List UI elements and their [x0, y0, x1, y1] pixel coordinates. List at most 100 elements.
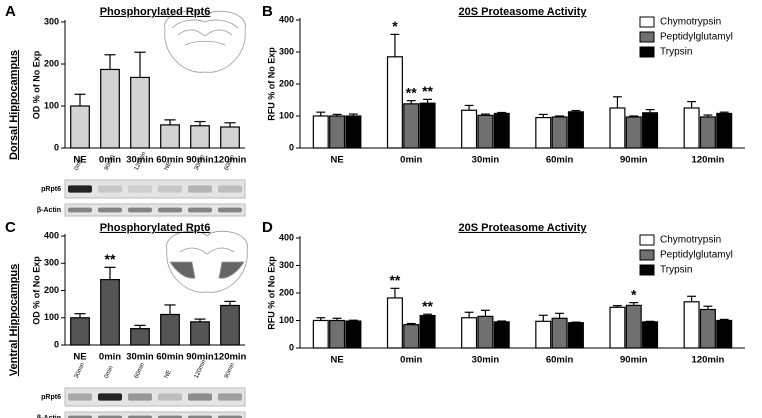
bar	[329, 319, 346, 349]
bar	[535, 320, 552, 349]
y-tick-label: 300	[44, 16, 59, 26]
bar	[220, 126, 240, 149]
y-tick-label: 100	[279, 110, 294, 120]
x-tick-label: 60min	[546, 355, 574, 366]
bar	[716, 112, 733, 149]
bar	[419, 102, 436, 149]
panel-letter: B	[262, 3, 273, 20]
blot-band	[188, 207, 212, 213]
blot-band	[128, 415, 152, 418]
x-tick-label: 60min	[156, 155, 184, 166]
blot-band	[158, 393, 182, 401]
y-axis-label: RFU % of No Exp	[266, 256, 276, 330]
lane-label: 0min	[74, 157, 85, 171]
bar	[312, 319, 329, 349]
bar	[403, 103, 420, 149]
blot-band	[218, 207, 242, 213]
blot-band	[128, 207, 152, 213]
bar	[625, 116, 642, 149]
bar	[461, 317, 478, 349]
blot-band	[158, 207, 182, 213]
legend-label: Chymotrypsin	[660, 17, 721, 28]
y-tick-label: 100	[44, 312, 59, 322]
bar	[220, 304, 240, 346]
legend-swatch	[639, 264, 655, 276]
bar	[567, 111, 584, 149]
bar	[345, 115, 362, 149]
blot-strip	[64, 387, 246, 407]
x-tick-label: 30min	[126, 352, 154, 363]
y-axis-label: RFU % of No Exp	[266, 47, 276, 121]
bar	[345, 320, 362, 349]
blot-band	[68, 415, 92, 418]
bar	[100, 68, 120, 149]
bar	[625, 304, 642, 349]
x-tick-label: 120min	[214, 352, 247, 363]
x-tick-label: 0min	[400, 155, 422, 166]
bar	[551, 317, 568, 349]
bar	[699, 116, 716, 149]
y-tick-label: 0	[54, 339, 59, 349]
legend-swatch	[639, 16, 655, 28]
blot-row-label: pRpt6	[41, 394, 61, 401]
bar	[535, 116, 552, 149]
bar	[160, 313, 180, 346]
brain-icon-ventral	[166, 230, 248, 293]
bar	[461, 109, 478, 149]
x-tick-label: 60min	[546, 155, 574, 166]
x-tick-label: 60min	[156, 352, 184, 363]
bar	[683, 107, 700, 149]
x-tick-label: 120min	[214, 155, 247, 166]
bar	[609, 107, 626, 149]
y-tick-label: 300	[44, 258, 59, 268]
bar	[70, 317, 90, 346]
legend-swatch	[639, 249, 655, 261]
x-tick-label: 90min	[186, 155, 214, 166]
row-label: Dorsal Hippocampus	[8, 50, 20, 160]
significance: *	[392, 18, 398, 34]
x-tick-label: 90min	[186, 352, 214, 363]
significance: **	[389, 272, 400, 288]
chart-title: Phosphorylated Rpt6	[100, 6, 211, 18]
bar	[419, 314, 436, 349]
blot-band	[98, 415, 122, 418]
bar	[642, 321, 659, 349]
bar	[609, 306, 626, 349]
bar	[130, 328, 150, 346]
blot-band	[68, 207, 92, 213]
blot-strip	[64, 179, 246, 199]
bar	[190, 125, 210, 149]
x-tick-label: 90min	[620, 355, 648, 366]
bar	[683, 301, 700, 349]
x-tick-label: 120min	[692, 155, 725, 166]
blot-band	[158, 185, 182, 193]
x-tick-label: 0min	[99, 155, 121, 166]
x-tick-label: 30min	[472, 355, 500, 366]
lane-label: 0min	[104, 365, 115, 379]
x-tick-label: 90min	[620, 155, 648, 166]
lane-label: NE	[164, 161, 173, 171]
legend-label: Trypsin	[660, 265, 692, 276]
bar	[130, 76, 150, 149]
lane-label: NE	[164, 369, 173, 379]
blot-band	[188, 185, 212, 193]
bar	[642, 112, 659, 149]
blot-band	[98, 185, 122, 193]
x-tick-label: 30min	[126, 155, 154, 166]
blot-band	[218, 185, 242, 193]
x-tick-label: NE	[330, 355, 343, 366]
bar	[699, 308, 716, 349]
y-axis-label: OD % of No Exp	[31, 50, 41, 119]
lane-label: 90min	[224, 362, 236, 379]
y-tick-label: 200	[44, 58, 59, 68]
blot-row-label: β-Actin	[37, 415, 61, 418]
blot-band	[68, 185, 92, 193]
y-axis-label: OD % of No Exp	[31, 256, 41, 325]
bar	[551, 116, 568, 149]
bar	[477, 114, 494, 149]
legend-label: Peptidylglutamyl	[660, 32, 733, 43]
blot-strip	[64, 411, 246, 418]
bar	[386, 297, 403, 349]
y-tick-label: 300	[279, 260, 294, 270]
